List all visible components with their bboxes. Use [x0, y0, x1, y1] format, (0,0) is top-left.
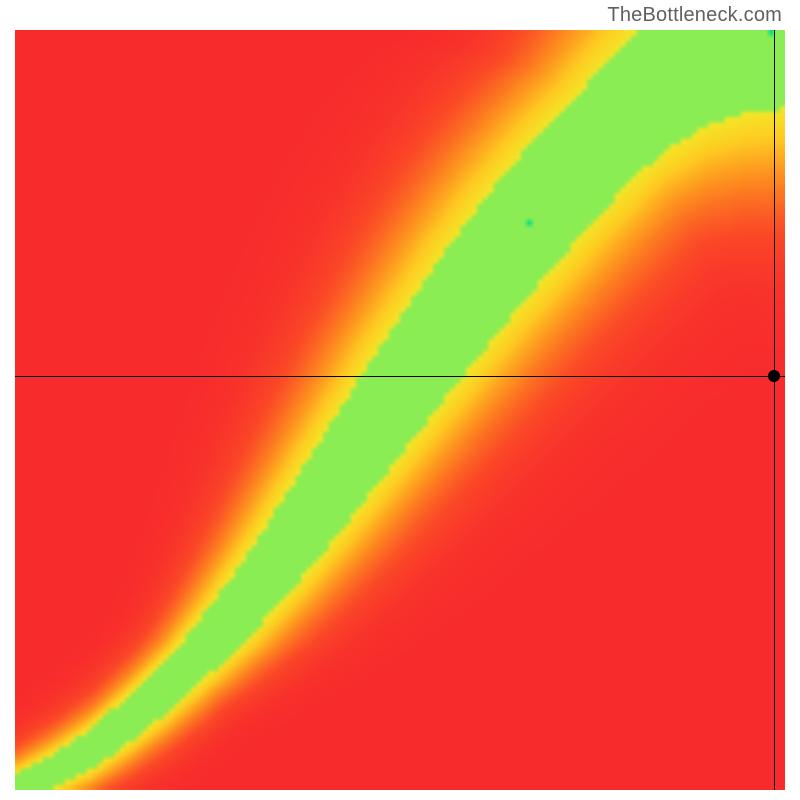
watermark-text: TheBottleneck.com	[607, 4, 782, 27]
crosshair-vertical	[774, 30, 775, 790]
heatmap-canvas	[15, 30, 785, 790]
crosshair-horizontal	[15, 376, 785, 377]
crosshair-marker	[768, 370, 780, 382]
plot-area	[15, 30, 785, 790]
page-container: TheBottleneck.com	[0, 0, 800, 800]
